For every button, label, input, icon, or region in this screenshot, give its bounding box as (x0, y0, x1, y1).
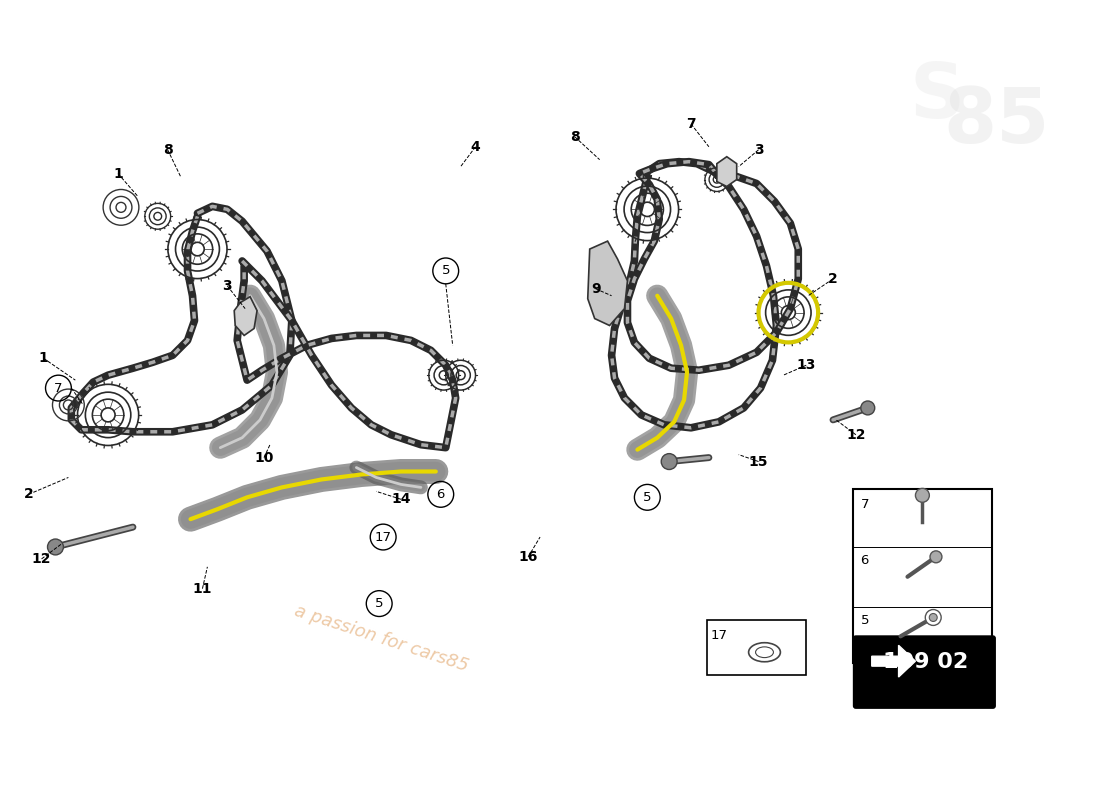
Text: 3: 3 (754, 142, 763, 157)
Text: 9: 9 (591, 282, 601, 296)
Circle shape (47, 539, 64, 555)
Text: 2: 2 (828, 272, 838, 286)
FancyBboxPatch shape (852, 490, 992, 663)
Circle shape (861, 401, 875, 415)
Circle shape (915, 488, 930, 502)
Text: 5: 5 (860, 614, 869, 627)
Text: 6: 6 (437, 488, 446, 501)
Polygon shape (871, 646, 915, 677)
Text: 12: 12 (846, 428, 866, 442)
Text: a passion for cars85: a passion for cars85 (292, 602, 471, 675)
FancyBboxPatch shape (707, 621, 806, 675)
Text: 8: 8 (570, 130, 580, 144)
Text: S: S (910, 60, 965, 134)
Polygon shape (717, 157, 737, 186)
Text: 15: 15 (749, 454, 768, 469)
Text: 7: 7 (686, 117, 696, 131)
Text: 2: 2 (24, 487, 33, 502)
Text: 5: 5 (644, 491, 651, 504)
Text: 1: 1 (39, 351, 48, 366)
Text: 5: 5 (375, 597, 384, 610)
Text: 7: 7 (860, 498, 869, 510)
Text: 13: 13 (796, 358, 816, 372)
Text: 3: 3 (222, 278, 232, 293)
Text: 12: 12 (32, 552, 52, 566)
Text: 11: 11 (192, 582, 212, 596)
Circle shape (930, 551, 942, 562)
Text: 109 02: 109 02 (882, 652, 968, 672)
Text: 8: 8 (163, 142, 173, 157)
Text: 4: 4 (471, 140, 481, 154)
Text: 7: 7 (54, 382, 63, 394)
Text: 14: 14 (392, 492, 410, 506)
Polygon shape (234, 297, 257, 335)
Text: 16: 16 (518, 550, 538, 564)
Text: 1: 1 (113, 166, 123, 181)
Polygon shape (587, 241, 627, 326)
Circle shape (661, 454, 678, 470)
Text: 5: 5 (441, 265, 450, 278)
Text: 17: 17 (711, 629, 727, 642)
Text: 10: 10 (254, 450, 274, 465)
Text: 17: 17 (375, 530, 392, 543)
Text: 85: 85 (944, 85, 1050, 159)
Circle shape (930, 614, 937, 622)
FancyBboxPatch shape (854, 636, 994, 708)
Text: 6: 6 (860, 554, 869, 567)
Circle shape (925, 610, 942, 626)
